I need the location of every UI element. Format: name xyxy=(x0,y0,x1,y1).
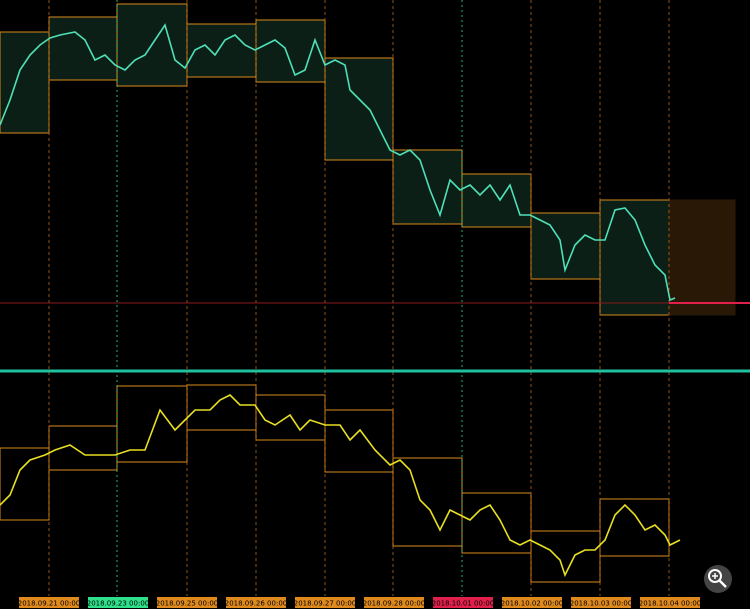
time-label: 2018.09.28 00:00 xyxy=(363,600,425,608)
indicator-series xyxy=(0,394,681,578)
period-separators xyxy=(48,0,670,596)
day-boxes-lower xyxy=(0,384,670,583)
time-label-bg xyxy=(226,597,286,608)
time-label: 2018.10.01 00:00 xyxy=(432,600,494,608)
time-label: 2018.09.23 00:00 xyxy=(87,600,149,608)
zoom-button[interactable] xyxy=(704,565,732,593)
time-label-bg xyxy=(295,597,355,608)
time-label: 2018.10.02 00:00 xyxy=(501,600,563,608)
price-series xyxy=(0,23,676,302)
time-label-bg xyxy=(88,597,148,608)
time-label-bg xyxy=(571,597,631,608)
time-label-bg xyxy=(502,597,562,608)
time-label: 2018.09.21 00:00 xyxy=(18,600,80,608)
time-label: 2018.09.26 00:00 xyxy=(225,600,287,608)
time-label: 2018.09.25 00:00 xyxy=(156,600,218,608)
time-label-bg xyxy=(364,597,424,608)
time-label-bg xyxy=(19,597,79,608)
time-label-bg xyxy=(640,597,700,608)
time-label: 2018.09.27 00:00 xyxy=(294,600,356,608)
time-label: 2018.10.03 00:00 xyxy=(570,600,632,608)
time-label-bg xyxy=(157,597,217,608)
time-label: 2018.10.04 00:00 xyxy=(639,600,701,608)
day-boxes-upper xyxy=(0,3,736,316)
time-label-bg xyxy=(433,597,493,608)
